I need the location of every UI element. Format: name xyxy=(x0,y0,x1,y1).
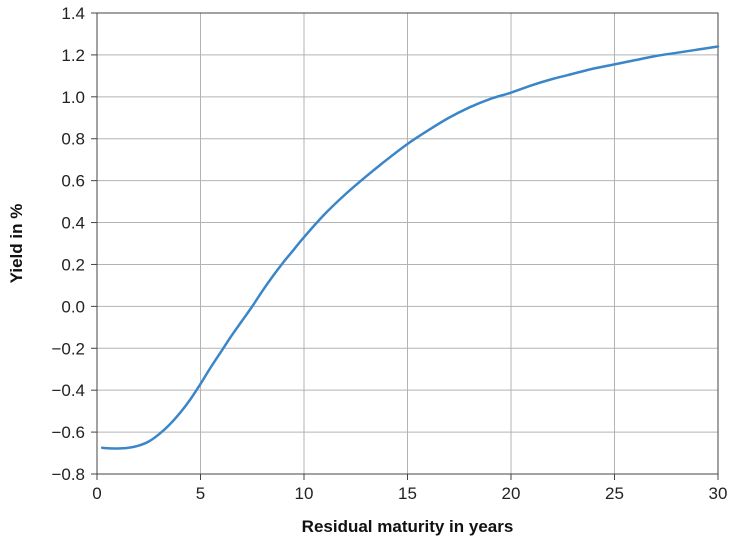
y-tick-label: −0.8 xyxy=(51,465,85,484)
y-tick-label: 0.6 xyxy=(61,172,85,191)
y-tick-label: 0.4 xyxy=(61,214,85,233)
x-tick-label: 30 xyxy=(709,484,728,503)
x-tick-label: 15 xyxy=(398,484,417,503)
y-tick-label: 0.8 xyxy=(61,130,85,149)
axis-ticks xyxy=(91,12,719,480)
y-tick-label: 1.4 xyxy=(61,4,85,23)
x-tick-label: 25 xyxy=(605,484,624,503)
grid-lines xyxy=(96,12,719,475)
x-tick-label: 5 xyxy=(196,484,205,503)
y-tick-label: 1.2 xyxy=(61,46,85,65)
x-tick-label: 20 xyxy=(502,484,521,503)
y-tick-label: −0.4 xyxy=(51,381,85,400)
y-axis-title: Yield in % xyxy=(7,204,26,284)
series-layer xyxy=(100,45,720,450)
yield-curve-line xyxy=(100,45,720,450)
y-tick-label: −0.6 xyxy=(51,423,85,442)
x-tick-label: 0 xyxy=(92,484,101,503)
tick-labels: 0 5 10 15 20 25 30 −0.8 −0.6 −0.4 −0.2 0.0 0.2 0.4 0.6… xyxy=(51,4,727,503)
y-tick-label: 0.0 xyxy=(61,297,85,316)
y-tick-label: 0.2 xyxy=(61,255,85,274)
x-tick-label: 10 xyxy=(295,484,314,503)
y-tick-label: −0.2 xyxy=(51,339,85,358)
y-tick-label: 1.0 xyxy=(61,88,85,107)
x-axis-title: Residual maturity in years xyxy=(302,517,514,536)
